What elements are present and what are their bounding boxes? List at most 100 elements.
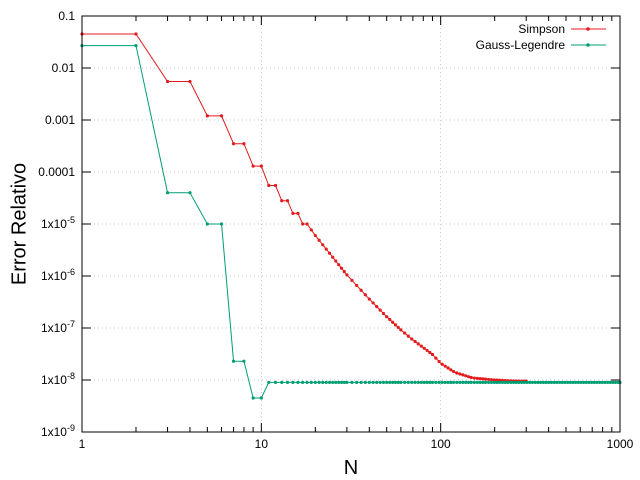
data-point: [428, 380, 432, 384]
data-point: [489, 378, 494, 382]
data-point: [416, 342, 420, 346]
data-point: [375, 380, 379, 384]
data-point: [378, 380, 382, 384]
data-point: [443, 380, 447, 384]
data-point: [440, 362, 444, 366]
data-point: [434, 356, 438, 360]
data-point: [301, 380, 305, 384]
data-point: [425, 348, 429, 353]
data-point: [285, 380, 290, 384]
data-point: [205, 114, 209, 118]
data-point: [337, 263, 341, 267]
data-point: [475, 380, 479, 384]
data-point: [472, 376, 476, 380]
data-point: [497, 380, 502, 384]
data-point: [367, 380, 371, 384]
data-point: [492, 380, 496, 384]
series-simpson: [80, 32, 528, 383]
y-tick-label: 0.1: [58, 9, 75, 23]
data-point: [381, 311, 386, 316]
data-point: [446, 380, 450, 384]
data-point: [251, 396, 255, 400]
data-point: [469, 380, 473, 384]
data-point: [350, 278, 354, 282]
data-point: [339, 266, 344, 270]
series-line: [82, 45, 620, 399]
data-point: [242, 359, 246, 363]
data-point: [489, 380, 494, 384]
data-point: [451, 369, 456, 374]
data-point: [455, 371, 459, 375]
series-layer: [80, 32, 622, 400]
data-point: [600, 380, 604, 384]
data-point: [296, 211, 300, 215]
data-point: [391, 380, 395, 384]
data-point: [558, 380, 562, 384]
data-point: [363, 380, 367, 384]
data-point: [422, 380, 426, 384]
data-point: [449, 368, 453, 372]
data-point: [313, 380, 317, 384]
data-point: [563, 380, 567, 384]
data-point: [549, 380, 554, 384]
data-point: [419, 380, 423, 384]
data-point: [321, 380, 325, 384]
data-point: [481, 377, 485, 381]
data-point: [506, 380, 510, 384]
legend-marker: [586, 27, 590, 31]
y-tick-label-base: 1x10: [41, 321, 67, 335]
data-point: [403, 380, 407, 384]
data-point: [511, 380, 516, 384]
y-tick-label-base: 1x10: [41, 269, 67, 283]
data-point: [608, 380, 612, 384]
y-tick-label: 1x10-6: [41, 267, 75, 283]
data-point: [388, 317, 392, 322]
data-point: [574, 380, 578, 384]
data-point: [242, 142, 246, 146]
data-point: [517, 380, 521, 384]
legend: Simpson Gauss-Legendre: [476, 22, 606, 52]
data-point: [469, 375, 473, 380]
data-point: [273, 183, 278, 188]
data-point: [458, 372, 462, 376]
data-point: [539, 380, 543, 384]
data-point: [396, 325, 400, 330]
data-point: [371, 380, 375, 384]
data-point: [416, 380, 420, 384]
data-point: [475, 376, 479, 380]
data-point: [478, 380, 482, 384]
data-point: [231, 359, 236, 363]
data-point: [273, 380, 278, 384]
data-point: [461, 373, 465, 377]
data-point: [598, 380, 602, 384]
data-point: [317, 380, 321, 384]
data-point: [613, 380, 618, 384]
data-point: [359, 288, 363, 292]
y-tick-label-exponent: -6: [67, 267, 75, 277]
data-point: [525, 380, 529, 384]
data-point: [267, 380, 271, 384]
data-point: [455, 380, 459, 384]
data-point: [280, 380, 284, 384]
data-point: [466, 380, 471, 384]
data-point: [413, 380, 417, 384]
data-point: [331, 380, 335, 384]
data-point: [430, 352, 435, 357]
data-point: [339, 380, 344, 384]
data-point: [342, 380, 346, 384]
data-point: [461, 380, 465, 384]
data-point: [592, 380, 596, 384]
data-point: [317, 238, 321, 242]
data-point: [560, 380, 564, 384]
data-point: [533, 380, 537, 384]
data-point: [428, 350, 432, 355]
data-point: [440, 380, 444, 384]
data-point: [443, 364, 447, 368]
y-tick-label: 0.01: [52, 61, 76, 75]
x-tick-label: 100: [431, 437, 451, 451]
grid-lines: [82, 16, 620, 432]
data-point: [571, 380, 575, 384]
data-point: [188, 79, 192, 84]
data-point: [576, 380, 580, 384]
data-point: [481, 380, 485, 384]
